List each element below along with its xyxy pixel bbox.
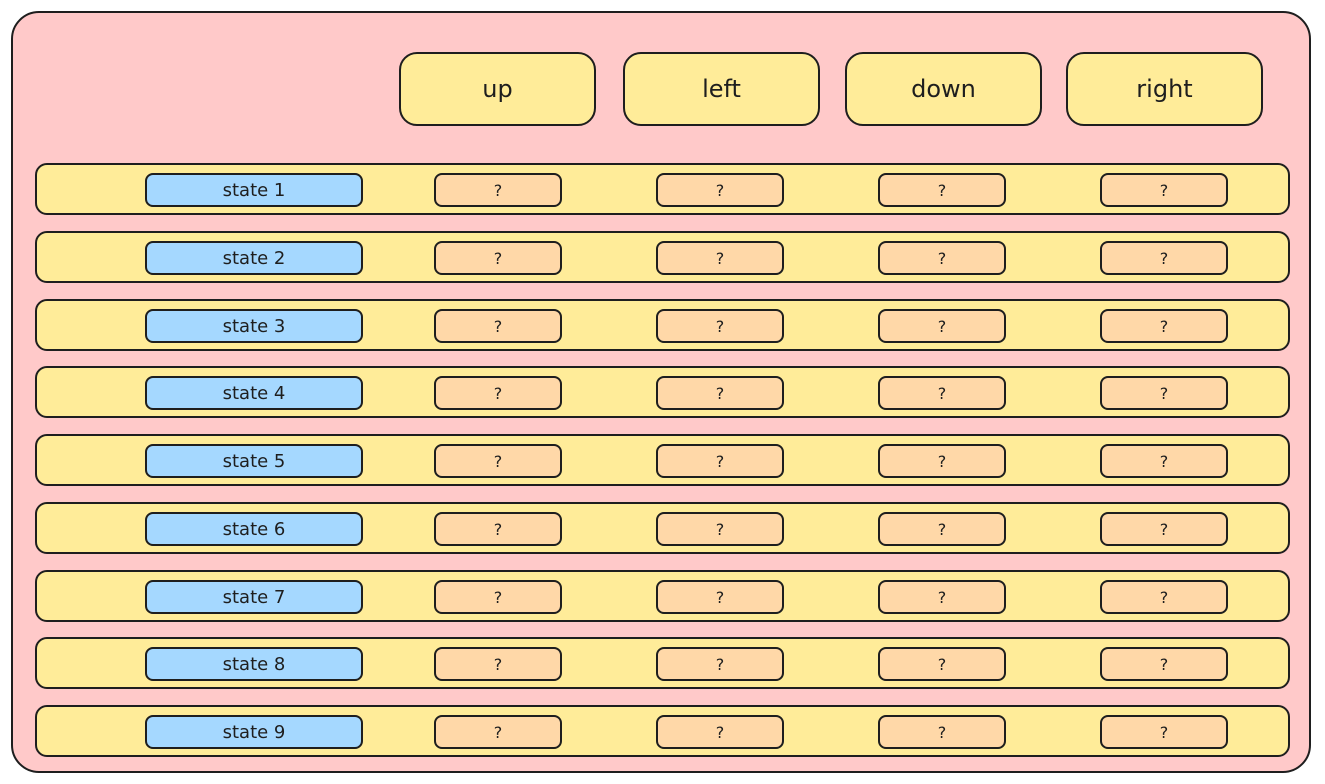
q-value-cell-down: ?	[878, 376, 1006, 410]
q-value-cell-left: ?	[656, 444, 784, 478]
state-label: state 1	[145, 173, 363, 207]
q-value-cell-left: ?	[656, 580, 784, 614]
q-value-cell-right: ?	[1100, 309, 1228, 343]
q-value-cell-up: ?	[434, 241, 562, 275]
state-row: state 2????	[35, 231, 1290, 283]
action-header-up: up	[399, 52, 596, 126]
q-value-cell-right: ?	[1100, 715, 1228, 749]
q-value-cell-right: ?	[1100, 647, 1228, 681]
q-value-cell-right: ?	[1100, 376, 1228, 410]
state-row: state 8????	[35, 637, 1290, 689]
q-value-cell-down: ?	[878, 512, 1006, 546]
q-value-cell-up: ?	[434, 173, 562, 207]
q-value-cell-down: ?	[878, 715, 1006, 749]
q-value-cell-up: ?	[434, 444, 562, 478]
action-header-down: down	[845, 52, 1042, 126]
action-header-right: right	[1066, 52, 1263, 126]
q-value-cell-down: ?	[878, 647, 1006, 681]
state-row: state 5????	[35, 434, 1290, 486]
q-value-cell-down: ?	[878, 173, 1006, 207]
state-row: state 6????	[35, 502, 1290, 554]
state-row: state 3????	[35, 299, 1290, 351]
action-header-left: left	[623, 52, 820, 126]
q-value-cell-down: ?	[878, 444, 1006, 478]
q-value-cell-right: ?	[1100, 580, 1228, 614]
state-label: state 2	[145, 241, 363, 275]
state-label: state 5	[145, 444, 363, 478]
q-value-cell-left: ?	[656, 647, 784, 681]
q-value-cell-left: ?	[656, 173, 784, 207]
q-value-cell-left: ?	[656, 241, 784, 275]
state-row: state 1????	[35, 163, 1290, 215]
q-value-cell-up: ?	[434, 647, 562, 681]
q-value-cell-up: ?	[434, 309, 562, 343]
state-label: state 9	[145, 715, 363, 749]
q-value-cell-left: ?	[656, 512, 784, 546]
state-label: state 7	[145, 580, 363, 614]
state-row: state 4????	[35, 366, 1290, 418]
q-value-cell-down: ?	[878, 241, 1006, 275]
state-row: state 7????	[35, 570, 1290, 622]
q-value-cell-up: ?	[434, 512, 562, 546]
state-label: state 4	[145, 376, 363, 410]
q-value-cell-right: ?	[1100, 241, 1228, 275]
q-value-cell-left: ?	[656, 309, 784, 343]
q-value-cell-right: ?	[1100, 444, 1228, 478]
state-label: state 6	[145, 512, 363, 546]
state-label: state 8	[145, 647, 363, 681]
q-value-cell-up: ?	[434, 580, 562, 614]
q-value-cell-up: ?	[434, 715, 562, 749]
q-value-cell-right: ?	[1100, 173, 1228, 207]
q-value-cell-up: ?	[434, 376, 562, 410]
q-value-cell-down: ?	[878, 309, 1006, 343]
q-value-cell-left: ?	[656, 715, 784, 749]
q-value-cell-down: ?	[878, 580, 1006, 614]
q-value-cell-left: ?	[656, 376, 784, 410]
state-row: state 9????	[35, 705, 1290, 757]
state-label: state 3	[145, 309, 363, 343]
q-value-cell-right: ?	[1100, 512, 1228, 546]
